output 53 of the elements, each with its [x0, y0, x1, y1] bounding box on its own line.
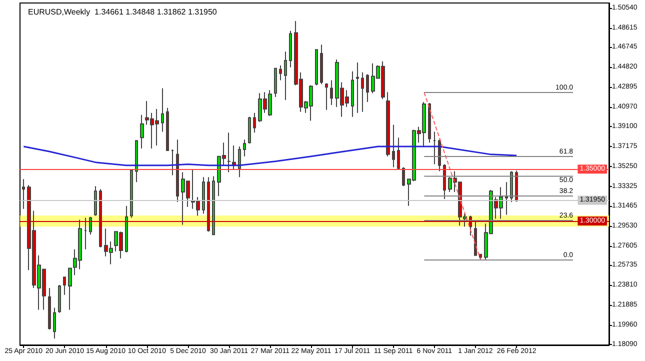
candlestick	[505, 182, 508, 216]
candlestick	[176, 139, 179, 202]
candlestick	[248, 116, 251, 144]
candlestick	[386, 92, 390, 157]
candlestick	[361, 72, 364, 112]
candlestick	[284, 51, 287, 101]
candlestick	[510, 170, 513, 202]
candlestick	[135, 140, 138, 183]
candlestick	[515, 170, 518, 202]
candlestick	[89, 216, 92, 236]
candlestick	[232, 145, 236, 170]
candlestick	[428, 102, 431, 144]
candlestick	[438, 139, 441, 172]
candlestick	[443, 164, 446, 200]
candlestick	[99, 188, 102, 248]
candlestick	[161, 88, 164, 132]
candlestick	[48, 288, 51, 330]
line-series	[22, 146, 518, 166]
candlestick	[397, 137, 400, 170]
candlestick	[433, 131, 436, 165]
candlestick	[22, 178, 25, 210]
candlestick	[325, 82, 328, 110]
candlestick	[84, 217, 87, 250]
candlestick	[166, 107, 169, 151]
candlestick	[330, 80, 333, 106]
candlestick	[366, 74, 369, 103]
candlestick	[243, 139, 246, 157]
candlestick	[202, 176, 205, 214]
candlestick	[315, 49, 318, 86]
candlestick	[351, 70, 354, 118]
candlestick	[53, 307, 56, 339]
candlestick	[63, 276, 66, 296]
candlestick	[94, 186, 97, 216]
candlestick	[238, 146, 241, 178]
candlestick	[274, 68, 277, 98]
candlestick	[356, 62, 359, 114]
candlestick	[253, 112, 256, 134]
text: EURUSD,Weekly 1.34661 1.34848 1.31862 1.31950	[28, 8, 218, 16]
candlestick	[392, 124, 395, 168]
candlestick	[140, 114, 144, 150]
candlestick	[212, 176, 215, 236]
candlestick	[474, 221, 477, 256]
candlestick	[130, 170, 133, 218]
candlestick	[279, 64, 282, 81]
candlestick	[402, 166, 405, 187]
candlestick	[320, 44, 323, 85]
candlestick	[58, 284, 61, 314]
candlestick	[289, 30, 292, 68]
candlestick	[227, 132, 231, 173]
candlestick	[207, 176, 210, 232]
candlestick	[125, 205, 128, 253]
candlestick	[171, 148, 174, 176]
candlestick	[479, 254, 482, 261]
